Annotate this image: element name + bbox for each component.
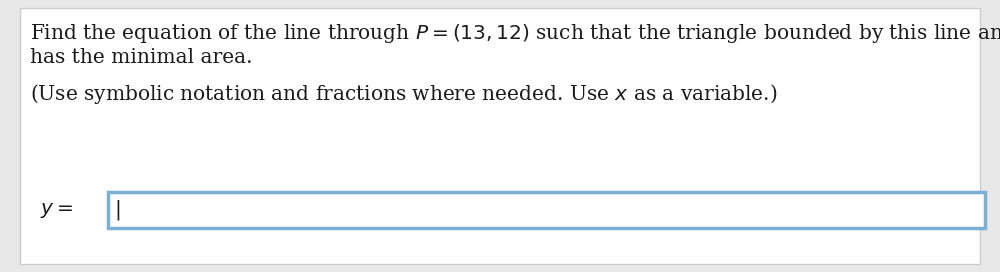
Bar [110, 194, 987, 230]
Text: (Use symbolic notation and fractions where needed. Use $x$ as a variable.): (Use symbolic notation and fractions whe… [30, 82, 777, 106]
Text: $y =$: $y =$ [40, 200, 73, 220]
Text: |: | [114, 200, 121, 220]
Bar [108, 192, 985, 228]
Text: has the minimal area.: has the minimal area. [30, 48, 252, 67]
Text: Find the equation of the line through $P = (13, 12)$ such that the triangle boun: Find the equation of the line through $P… [30, 22, 1000, 45]
